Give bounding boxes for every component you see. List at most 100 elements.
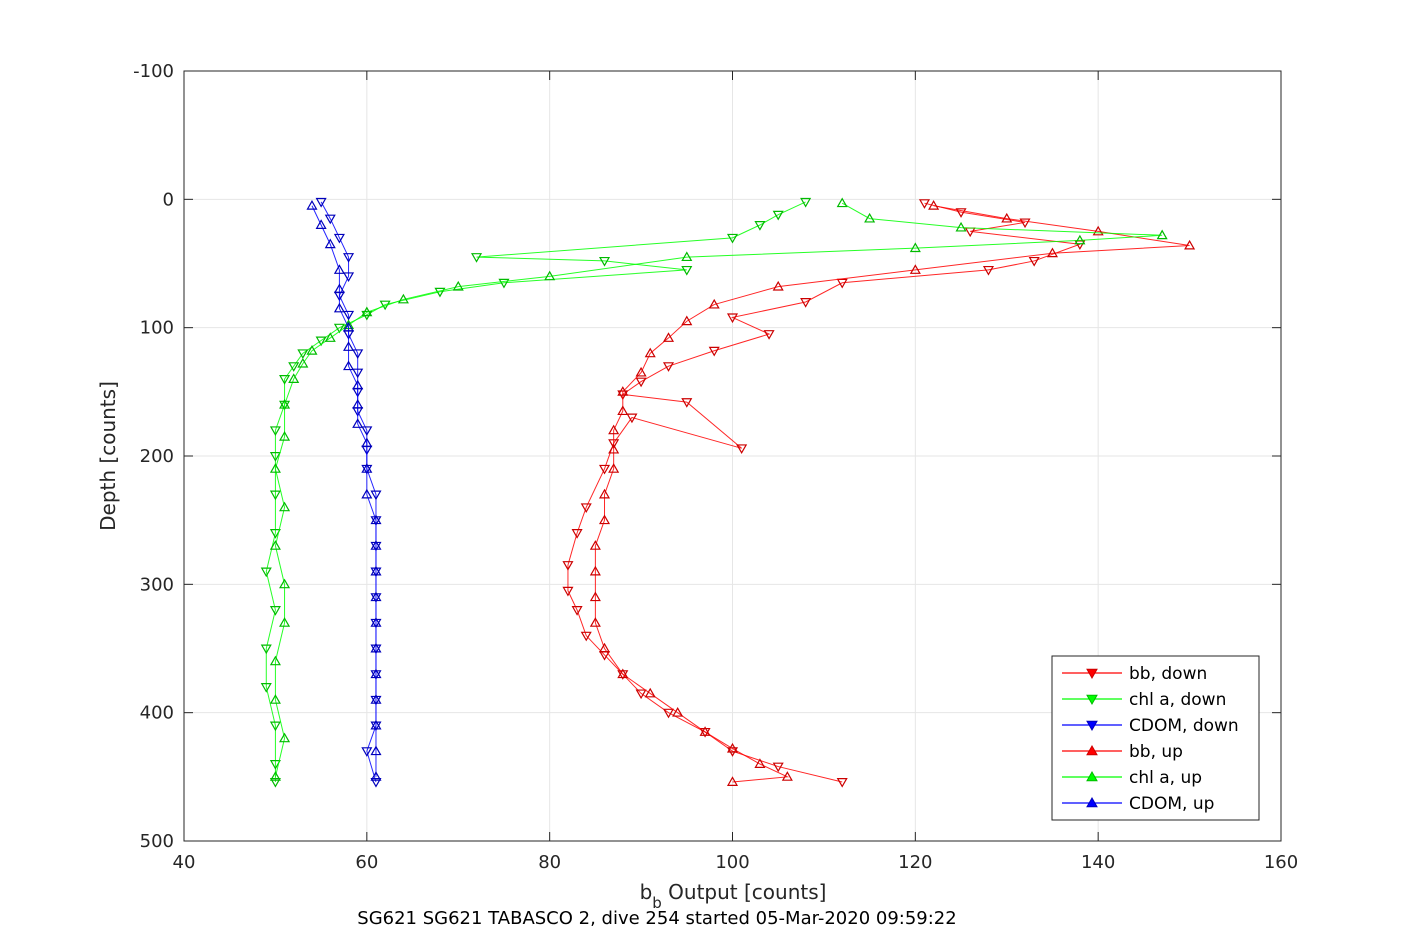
legend-marker [1086, 770, 1098, 782]
data-point [324, 238, 336, 249]
series-layer [260, 197, 1196, 788]
data-point [333, 264, 345, 274]
data-point [269, 655, 281, 666]
y-tick-label: 400 [140, 703, 174, 724]
y-tick-label: 0 [163, 189, 174, 210]
data-point [589, 617, 601, 627]
data-point [598, 488, 611, 499]
data-point [598, 642, 611, 653]
data-point [370, 490, 382, 501]
data-point [982, 265, 995, 276]
data-point [1156, 229, 1168, 240]
data-point [370, 617, 382, 627]
data-point [269, 529, 281, 539]
data-point [315, 336, 327, 347]
data-point [864, 212, 876, 223]
data-point [370, 719, 382, 730]
series-bb-up [589, 200, 1196, 786]
legend-label: CDOM, up [1129, 794, 1214, 814]
data-point [708, 298, 720, 309]
series-line [274, 202, 1163, 777]
data-point [608, 424, 620, 435]
data-point [260, 683, 272, 693]
data-point [800, 197, 812, 208]
data-point [662, 332, 675, 342]
data-point [754, 221, 766, 231]
data-point [1074, 234, 1086, 245]
x-axis-title-rest: Output [counts] [662, 880, 827, 904]
data-point [361, 488, 373, 499]
data-point [928, 200, 940, 210]
data-point [315, 219, 327, 229]
x-tick-label: 140 [1081, 852, 1115, 873]
x-axis-title: bb Output [counts] [640, 880, 827, 912]
data-point [580, 503, 592, 514]
axis-ticks: 40 60 80 100 120 140 160 -100 0 100 200 300 400 500 [133, 61, 1298, 873]
data-point [324, 332, 336, 342]
data-point [361, 463, 373, 473]
data-point [772, 210, 784, 221]
data-point [1028, 256, 1040, 267]
x-tick-label: 40 [173, 852, 196, 873]
data-point [681, 315, 693, 326]
data-point [269, 490, 281, 501]
data-point [571, 606, 583, 616]
data-point [626, 413, 638, 424]
legend-box [1051, 655, 1260, 821]
legend-marker [1086, 668, 1098, 680]
data-point [580, 631, 592, 642]
data-point [726, 233, 739, 244]
data-point [269, 760, 281, 770]
data-point [361, 426, 373, 437]
data-point [370, 771, 382, 781]
data-point [269, 694, 281, 704]
legend: bb, down chl a, down CDOM, down bb, up chl a… [1051, 655, 1260, 821]
data-point [681, 251, 693, 262]
x-tick-label: 60 [355, 852, 378, 873]
data-point [269, 777, 281, 788]
data-point [279, 375, 291, 385]
data-point [370, 694, 382, 704]
legend-marker [1086, 744, 1098, 756]
series-line [265, 201, 806, 782]
data-point [635, 689, 647, 700]
data-point [836, 278, 848, 289]
data-point [635, 377, 647, 388]
data-point [644, 687, 656, 698]
legend-label: chl a, up [1129, 768, 1202, 788]
data-point [598, 514, 611, 525]
y-tick-label: -100 [133, 61, 174, 82]
series-line [594, 205, 1190, 783]
data-point [662, 708, 675, 719]
data-point [726, 313, 739, 324]
data-point [279, 398, 291, 409]
x-axis-title-subscript: b [652, 894, 662, 912]
data-point [269, 771, 281, 781]
data-point [288, 373, 300, 383]
data-point [589, 591, 601, 602]
data-point [260, 644, 272, 655]
data-point [836, 197, 848, 208]
data-point [562, 561, 574, 571]
data-point [306, 200, 318, 210]
data-point [498, 278, 510, 289]
x-axis-title-main: b [640, 880, 653, 904]
series-bb-down [562, 199, 1086, 788]
data-point [955, 221, 967, 232]
data-point [361, 747, 373, 757]
data-point [352, 368, 364, 379]
data-point [370, 591, 382, 602]
legend-label: bb, up [1129, 742, 1183, 762]
data-point [726, 776, 739, 786]
data-point [279, 578, 291, 589]
data-point [370, 745, 382, 756]
x-tick-label: 160 [1264, 852, 1298, 873]
data-point [361, 437, 373, 448]
data-point [315, 197, 327, 208]
data-point [617, 668, 629, 679]
data-point [260, 567, 272, 578]
data-point [370, 540, 382, 550]
data-point [909, 242, 921, 253]
data-point [635, 366, 647, 377]
